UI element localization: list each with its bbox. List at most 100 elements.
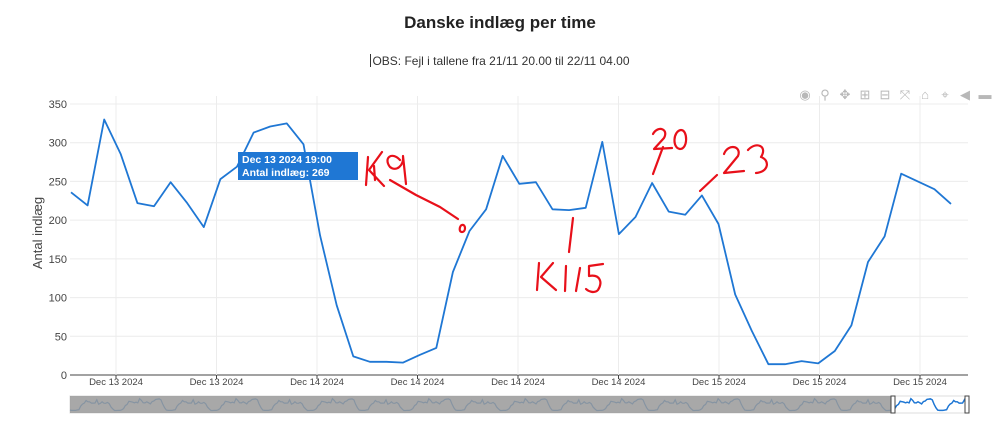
data-point[interactable] — [467, 228, 472, 233]
data-point[interactable] — [932, 187, 937, 192]
chart-subtitle: OBS: Fejl i tallene fra 21/11 20.00 til … — [0, 54, 1000, 68]
annotation-kl9 — [364, 150, 467, 234]
data-point[interactable] — [185, 201, 190, 206]
data-point[interactable] — [733, 292, 738, 297]
data-point[interactable] — [118, 152, 123, 157]
data-point[interactable] — [434, 345, 439, 350]
x-tick-label: Dec 14 2024 — [391, 377, 445, 388]
data-point[interactable] — [450, 270, 455, 275]
tooltip-line-1: Dec 13 2024 19:00 — [242, 154, 332, 166]
series-layer — [69, 117, 954, 367]
range-slider[interactable] — [69, 395, 970, 414]
data-point[interactable] — [69, 190, 74, 195]
data-point[interactable] — [766, 362, 771, 367]
data-point[interactable] — [517, 181, 522, 186]
data-point[interactable] — [949, 201, 954, 206]
data-point[interactable] — [367, 359, 372, 364]
zoom-in-icon[interactable]: ⊞ — [859, 87, 871, 102]
data-point[interactable] — [567, 208, 572, 213]
range-slider-line-visible — [894, 397, 969, 412]
data-point[interactable] — [882, 234, 887, 239]
data-point[interactable] — [351, 354, 356, 359]
data-point[interactable] — [301, 142, 306, 147]
y-tick-label: 200 — [49, 215, 67, 227]
data-point[interactable] — [699, 193, 704, 198]
hover-compare-icon[interactable]: ▬ — [978, 87, 992, 102]
y-tick-label: 0 — [61, 370, 67, 382]
modebar: ◉ ⚲ ✥ ⊞ ⊟ ⤧ ⌂ ⌖ ◀ ▬ — [797, 87, 993, 103]
x-tick-label: Dec 15 2024 — [893, 377, 947, 388]
data-point[interactable] — [401, 360, 406, 365]
data-point[interactable] — [168, 180, 173, 185]
data-point[interactable] — [251, 130, 256, 135]
x-tick-label: Dec 13 2024 — [89, 377, 143, 388]
data-point[interactable] — [782, 362, 787, 367]
home-icon[interactable]: ⌂ — [921, 87, 929, 102]
data-point[interactable] — [666, 209, 671, 214]
data-point[interactable] — [417, 352, 422, 357]
annotation-kl15 — [535, 216, 605, 294]
data-point[interactable] — [550, 207, 555, 212]
handwritten-annotations — [364, 127, 768, 294]
data-point[interactable] — [600, 139, 605, 144]
data-point[interactable] — [85, 203, 90, 208]
hover-tooltip: Dec 13 2024 19:00 Antal indlæg: 269 — [238, 152, 358, 180]
zoom-icon[interactable]: ⚲ — [820, 87, 830, 102]
data-point[interactable] — [865, 259, 870, 264]
data-point[interactable] — [749, 328, 754, 333]
data-point[interactable] — [268, 124, 273, 129]
camera-icon[interactable]: ◉ — [799, 87, 811, 102]
annotation-23 — [698, 144, 768, 193]
spike-lines-icon[interactable]: ⌖ — [941, 87, 949, 102]
range-slider-series-overlay — [894, 397, 969, 412]
data-point[interactable] — [716, 222, 721, 227]
data-point[interactable] — [915, 179, 920, 184]
data-point[interactable] — [633, 215, 638, 220]
data-point[interactable] — [218, 177, 223, 182]
data-point[interactable] — [899, 171, 904, 176]
data-point[interactable] — [832, 348, 837, 353]
annotation-20-text: 20 — [655, 139, 657, 141]
pan-icon[interactable]: ✥ — [839, 87, 851, 102]
data-point[interactable] — [484, 207, 489, 212]
data-point[interactable] — [318, 233, 323, 238]
data-point[interactable] — [650, 180, 655, 185]
tooltip-line-2: Antal indlæg: 269 — [242, 167, 330, 179]
data-point[interactable] — [384, 359, 389, 364]
text-cursor — [370, 54, 372, 67]
data-point[interactable] — [799, 359, 804, 364]
data-point[interactable] — [583, 205, 588, 210]
range-slider-handle-right[interactable] — [964, 395, 970, 414]
data-point[interactable] — [533, 180, 538, 185]
data-point[interactable] — [816, 361, 821, 366]
y-tick-label: 100 — [49, 293, 67, 305]
x-tick-label: Dec 14 2024 — [290, 377, 344, 388]
range-slider-handle-left[interactable] — [890, 395, 896, 414]
x-tick-label: Dec 15 2024 — [692, 377, 746, 388]
data-point[interactable] — [500, 153, 505, 158]
x-axis: Dec 13 2024 Dec 13 2024 Dec 14 2024 Dec 14 … — [89, 375, 947, 388]
y-tick-label: 350 — [49, 99, 67, 111]
data-point[interactable] — [152, 204, 157, 209]
autoscale-icon[interactable]: ⤧ — [899, 87, 911, 102]
series-line[interactable] — [70, 118, 952, 366]
subtitle-text: OBS: Fejl i tallene fra 21/11 20.00 til … — [372, 54, 630, 68]
data-point[interactable] — [683, 212, 688, 217]
hover-closest-icon[interactable]: ◀ — [960, 87, 970, 102]
data-point[interactable] — [849, 323, 854, 328]
x-tick-label: Dec 14 2024 — [491, 377, 545, 388]
y-axis-label: Antal indlæg — [30, 197, 45, 269]
tooltip-box — [238, 152, 358, 180]
data-point[interactable] — [334, 303, 339, 308]
data-point[interactable] — [616, 232, 621, 237]
data-point[interactable] — [284, 121, 289, 126]
data-point[interactable] — [135, 201, 140, 206]
zoom-out-icon[interactable]: ⊟ — [879, 87, 891, 102]
grid-layer — [70, 96, 968, 376]
data-point[interactable] — [102, 117, 107, 122]
annotation-23-text: 23 — [725, 159, 727, 161]
y-tick-label: 300 — [49, 138, 67, 150]
data-point[interactable] — [201, 225, 206, 230]
